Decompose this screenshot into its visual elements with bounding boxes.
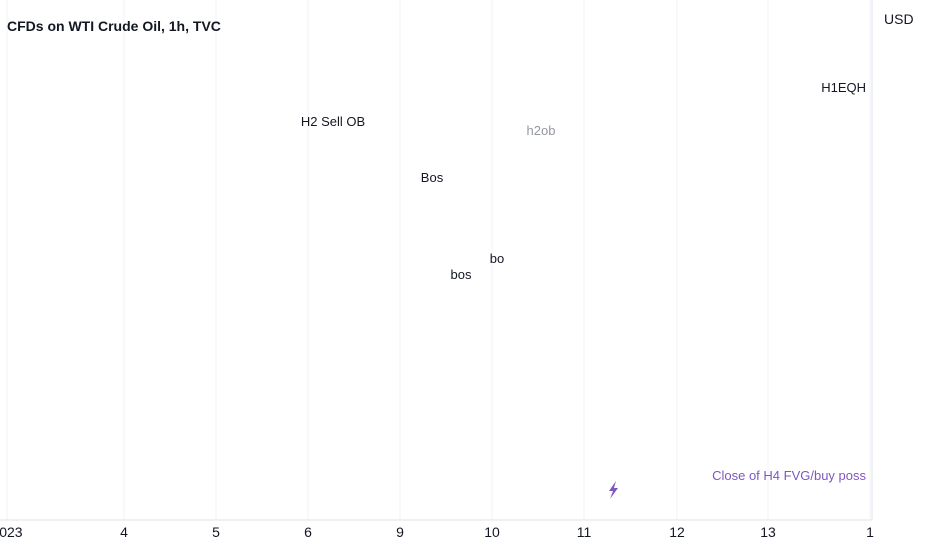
- time-axis[interactable]: [0, 520, 872, 550]
- x-tick-label: 12: [669, 524, 685, 540]
- bo-label: bo: [490, 251, 504, 266]
- bolt-icon: [609, 481, 618, 499]
- x-tick-labels: 2023 4 5 6 9 10 11 12 13 1: [0, 524, 874, 540]
- position-tool[interactable]: [0, 0, 872, 499]
- h2-sell-ob-label: H2 Sell OB: [301, 114, 365, 129]
- h1eqh-label: H1EQH: [821, 80, 866, 95]
- price-axis[interactable]: [872, 0, 932, 520]
- x-tick-label: 9: [396, 524, 404, 540]
- symbol-title: CFDs on WTI Crude Oil, 1h, TVC: [7, 18, 221, 34]
- close-note-label: Close of H4 FVG/buy poss: [712, 468, 866, 483]
- x-tick-label: 10: [484, 524, 500, 540]
- x-tick-label: 6: [304, 524, 312, 540]
- x-tick-label: 5: [212, 524, 220, 540]
- bos-small-label: bos: [451, 267, 472, 282]
- bos-label: Bos: [421, 170, 444, 185]
- x-tick-label: 1: [866, 524, 874, 540]
- x-tick-label: 2023: [0, 524, 23, 540]
- x-tick-label: 4: [120, 524, 128, 540]
- grid: [6, 0, 871, 520]
- annotations: H2 Sell OB h2ob H1EQH Bos bos bo Close of H4 F…: [301, 80, 867, 483]
- h2ob-label: h2ob: [527, 123, 556, 138]
- x-tick-label: 13: [760, 524, 776, 540]
- currency-label: USD: [884, 11, 914, 27]
- x-tick-label: 11: [577, 524, 592, 540]
